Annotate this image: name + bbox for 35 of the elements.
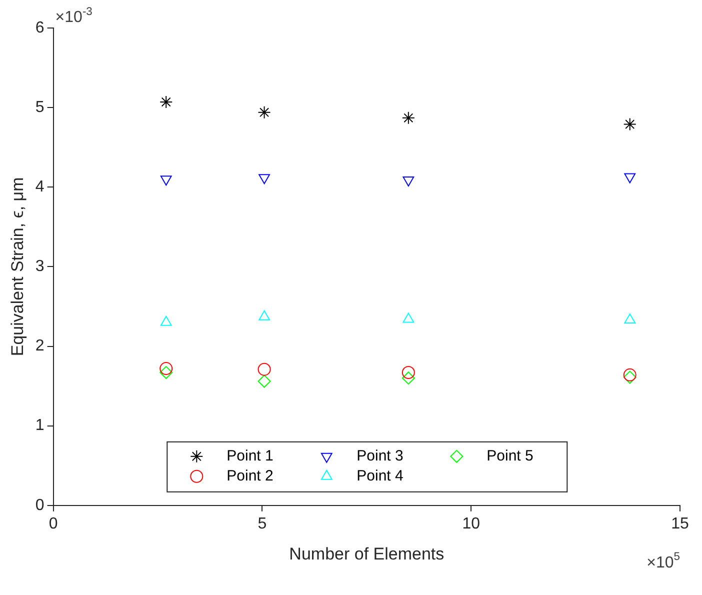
- y-tick-label: 3: [35, 258, 44, 276]
- point: [160, 366, 173, 380]
- point: [160, 95, 173, 108]
- legend-label: Point 5: [486, 448, 534, 465]
- legend-label: Point 4: [356, 468, 404, 485]
- point: [160, 362, 173, 376]
- x-tick-label: 0: [48, 515, 58, 532]
- point: [402, 111, 415, 124]
- point: [402, 366, 415, 380]
- x-tick-label: 5: [258, 515, 267, 532]
- point: [623, 370, 636, 384]
- y-tick-label: 2: [35, 338, 44, 355]
- y-tick-label: 1: [35, 417, 44, 434]
- point: [258, 106, 271, 119]
- y-tick-label: 6: [35, 19, 44, 36]
- x-axis-title: Number of Elements: [289, 544, 444, 564]
- point: [623, 368, 636, 382]
- point: [402, 372, 415, 385]
- point: [258, 174, 270, 184]
- y-tick-label: 4: [35, 178, 44, 196]
- legend-label: Point 3: [356, 448, 404, 465]
- point: [624, 173, 636, 184]
- point: [160, 176, 172, 186]
- x-tick-label: 10: [462, 515, 480, 532]
- point: [258, 374, 271, 388]
- x-tick-label: 15: [671, 515, 689, 532]
- point: [258, 362, 271, 376]
- legend-label: Point 2: [226, 468, 274, 485]
- point: [402, 176, 414, 186]
- y-axis-title: Equivalent Strain, ϵ, μm: [8, 177, 27, 356]
- point: [624, 314, 636, 324]
- legend-label: Point 1: [226, 448, 274, 465]
- y-tick-label: 5: [35, 98, 44, 116]
- y-tick-label: 0: [35, 496, 44, 514]
- point: [623, 118, 636, 131]
